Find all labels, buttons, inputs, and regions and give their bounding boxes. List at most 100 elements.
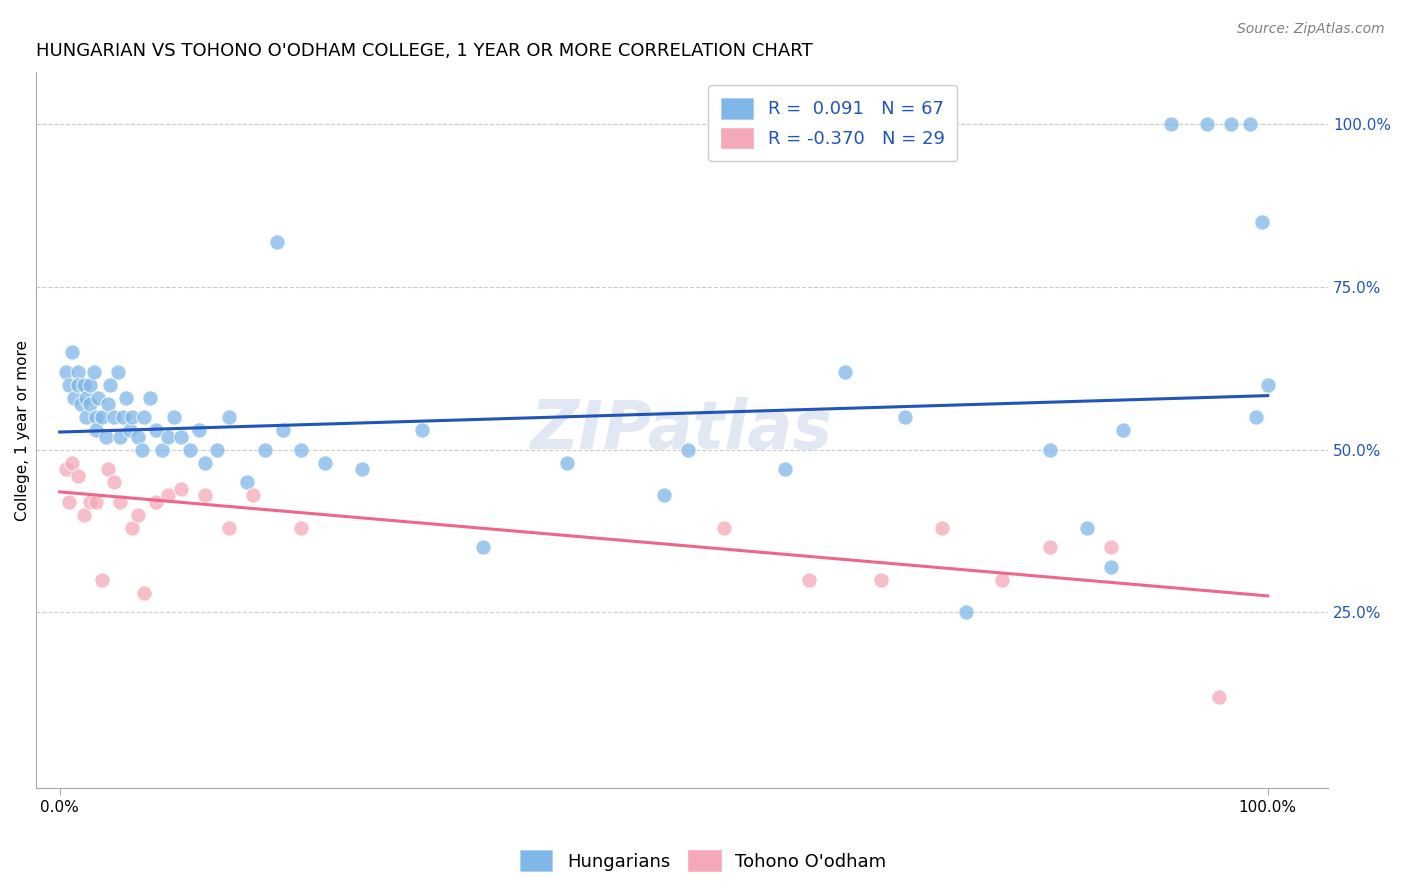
Point (97, 397, 120, 411)
Point (205, 442, 228, 457)
Point (73, 508, 96, 522)
Point (1244, 410, 1267, 425)
Point (121, 410, 143, 425)
Point (66, 377, 89, 392)
Point (1257, 377, 1279, 392)
Point (58, 377, 80, 392)
Point (73, 377, 96, 392)
Point (713, 521, 735, 535)
Point (894, 410, 917, 425)
Point (127, 508, 149, 522)
Point (91, 410, 114, 425)
Legend: R =  0.091   N = 67, R = -0.370   N = 29: R = 0.091 N = 67, R = -0.370 N = 29 (709, 85, 957, 161)
Point (145, 423, 167, 437)
Point (676, 442, 699, 457)
Point (1220, 118, 1243, 132)
Point (773, 462, 796, 476)
Point (1039, 540, 1062, 554)
Point (834, 365, 856, 379)
Point (1039, 442, 1062, 457)
Text: ZIPatlas: ZIPatlas (531, 397, 832, 463)
Point (1099, 540, 1122, 554)
Y-axis label: College, 1 year or more: College, 1 year or more (15, 340, 30, 521)
Point (94, 429, 117, 443)
Point (1239, 118, 1261, 132)
Point (254, 442, 277, 457)
Point (187, 423, 209, 437)
Legend: Hungarians, Tohono O'odham: Hungarians, Tohono O'odham (513, 843, 893, 879)
Point (100, 377, 122, 392)
Point (163, 410, 186, 425)
Point (955, 605, 977, 619)
Point (97, 462, 120, 476)
Point (271, 423, 294, 437)
Point (121, 521, 143, 535)
Point (157, 488, 180, 502)
Point (1197, 118, 1219, 132)
Text: HUNGARIAN VS TOHONO O'ODHAM COLLEGE, 1 YEAR OR MORE CORRELATION CHART: HUNGARIAN VS TOHONO O'ODHAM COLLEGE, 1 Y… (35, 42, 813, 60)
Point (157, 429, 180, 443)
Point (75, 410, 97, 425)
Point (84, 494, 107, 508)
Point (1160, 118, 1182, 132)
Point (169, 482, 191, 496)
Point (555, 456, 578, 470)
Point (314, 456, 336, 470)
Point (991, 573, 1014, 587)
Point (1208, 690, 1230, 704)
Point (91, 573, 114, 587)
Point (55, 365, 77, 379)
Point (107, 365, 129, 379)
Point (290, 442, 312, 457)
Point (411, 423, 433, 437)
Point (83, 365, 105, 379)
Point (194, 488, 217, 502)
Point (1076, 521, 1098, 535)
Point (145, 494, 167, 508)
Point (350, 462, 373, 476)
Point (152, 442, 174, 457)
Point (103, 410, 125, 425)
Point (134, 585, 156, 599)
Point (60, 456, 83, 470)
Point (652, 488, 675, 502)
Point (79, 397, 101, 411)
Point (179, 442, 201, 457)
Point (70, 397, 93, 411)
Point (218, 521, 240, 535)
Point (131, 442, 153, 457)
Point (139, 391, 162, 405)
Point (242, 488, 264, 502)
Point (169, 429, 191, 443)
Point (108, 494, 131, 508)
Point (266, 235, 288, 249)
Point (79, 494, 101, 508)
Point (60, 345, 83, 359)
Point (194, 456, 217, 470)
Point (931, 521, 953, 535)
Point (79, 377, 101, 392)
Point (1250, 215, 1272, 229)
Point (1112, 423, 1135, 437)
Point (84, 410, 107, 425)
Point (58, 494, 80, 508)
Point (471, 540, 494, 554)
Point (134, 410, 156, 425)
Point (290, 521, 312, 535)
Point (63, 391, 86, 405)
Point (111, 410, 134, 425)
Point (218, 410, 240, 425)
Point (236, 475, 259, 489)
Point (66, 365, 89, 379)
Point (75, 391, 97, 405)
Text: Source: ZipAtlas.com: Source: ZipAtlas.com (1237, 22, 1385, 37)
Point (103, 475, 125, 489)
Point (84, 423, 107, 437)
Point (127, 429, 149, 443)
Point (108, 429, 131, 443)
Point (115, 391, 138, 405)
Point (870, 573, 893, 587)
Point (797, 573, 820, 587)
Point (87, 391, 110, 405)
Point (1099, 559, 1122, 574)
